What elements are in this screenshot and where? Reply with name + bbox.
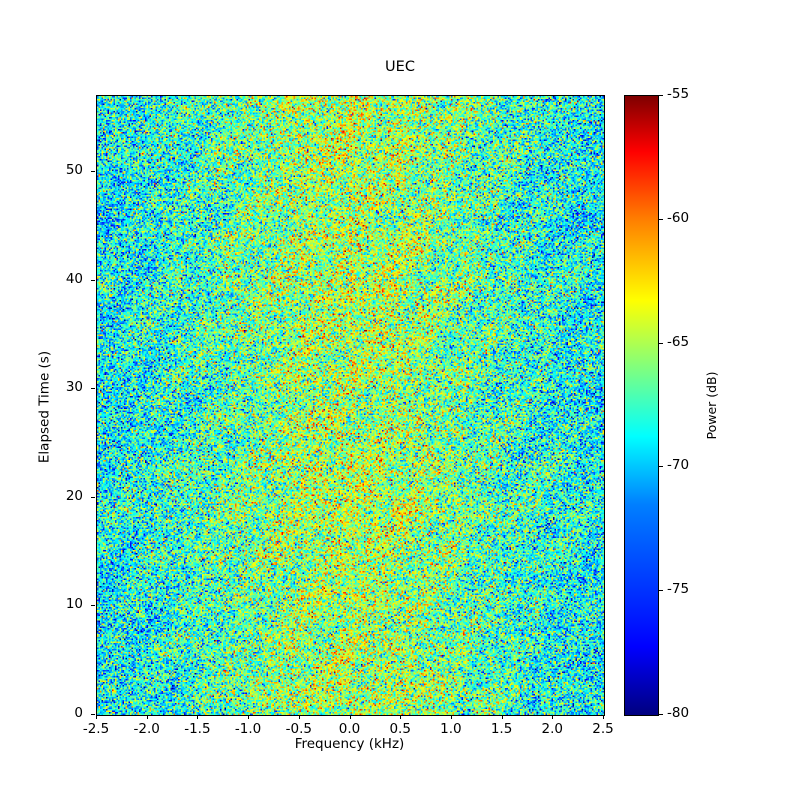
colorbar-tick-label: -70 xyxy=(667,457,690,474)
colorbar-label: Power (dB) xyxy=(704,371,719,440)
x-tick-label: 2.0 xyxy=(541,721,564,737)
x-tick-label: -2.5 xyxy=(82,721,110,737)
x-tick-mark xyxy=(501,715,503,719)
x-tick-mark xyxy=(450,715,452,719)
x-tick-mark xyxy=(96,715,97,719)
colorbar-tick-mark xyxy=(659,218,663,220)
x-tick-mark xyxy=(400,715,402,719)
y-axis-label: Elapsed Time (s) xyxy=(36,350,53,464)
y-tick-label: 50 xyxy=(65,162,83,179)
y-tick-label: 0 xyxy=(74,705,83,721)
x-tick-label: -0.5 xyxy=(285,721,312,737)
y-tick-mark xyxy=(91,388,95,390)
x-tick-label: -1.0 xyxy=(234,721,262,737)
colorbar-tick-mark xyxy=(659,466,663,468)
colorbar-tick-mark xyxy=(659,714,663,715)
x-tick-label: 1.5 xyxy=(490,721,513,737)
y-tick-label: 10 xyxy=(65,596,83,613)
x-tick-mark xyxy=(298,715,300,719)
x-tick-label: 1.0 xyxy=(440,721,462,737)
x-tick-label: -2.0 xyxy=(133,721,160,737)
colorbar-tick-label: -80 xyxy=(667,705,690,721)
x-tick-mark xyxy=(552,715,554,719)
x-tick-label: 2.5 xyxy=(592,721,614,737)
y-tick-mark xyxy=(91,496,95,498)
x-tick-mark xyxy=(197,715,199,719)
colorbar-tick-mark xyxy=(659,95,663,96)
x-tick-mark xyxy=(146,715,148,719)
x-tick-label: 0.5 xyxy=(389,721,411,737)
title-station: UEC xyxy=(385,59,415,75)
colorbar-tick-mark xyxy=(659,342,663,344)
y-tick-label: 40 xyxy=(65,270,83,287)
x-tick-mark xyxy=(248,715,250,719)
x-tick-label: -1.5 xyxy=(184,721,211,737)
colorbar-tick-label: -60 xyxy=(667,209,690,226)
x-tick-mark xyxy=(349,715,351,719)
y-tick-mark xyxy=(91,279,95,281)
x-tick-mark xyxy=(603,715,604,719)
x-tick-label: 0.0 xyxy=(338,721,361,737)
y-tick-mark xyxy=(91,714,95,715)
colorbar-tick-label: -65 xyxy=(667,333,690,350)
colorbar-tick-label: -75 xyxy=(667,581,690,598)
y-tick-mark xyxy=(91,171,95,173)
spectrogram-axes[interactable] xyxy=(96,95,605,716)
y-tick-mark xyxy=(91,605,95,607)
colorbar[interactable] xyxy=(624,95,659,716)
spectrogram-image xyxy=(97,96,604,715)
x-axis-label: Frequency (kHz) xyxy=(294,736,405,752)
colorbar-tick-label: -55 xyxy=(667,86,690,102)
y-tick-label: 30 xyxy=(65,379,83,396)
colorbar-tick-mark xyxy=(659,590,663,592)
y-tick-label: 20 xyxy=(65,487,83,504)
